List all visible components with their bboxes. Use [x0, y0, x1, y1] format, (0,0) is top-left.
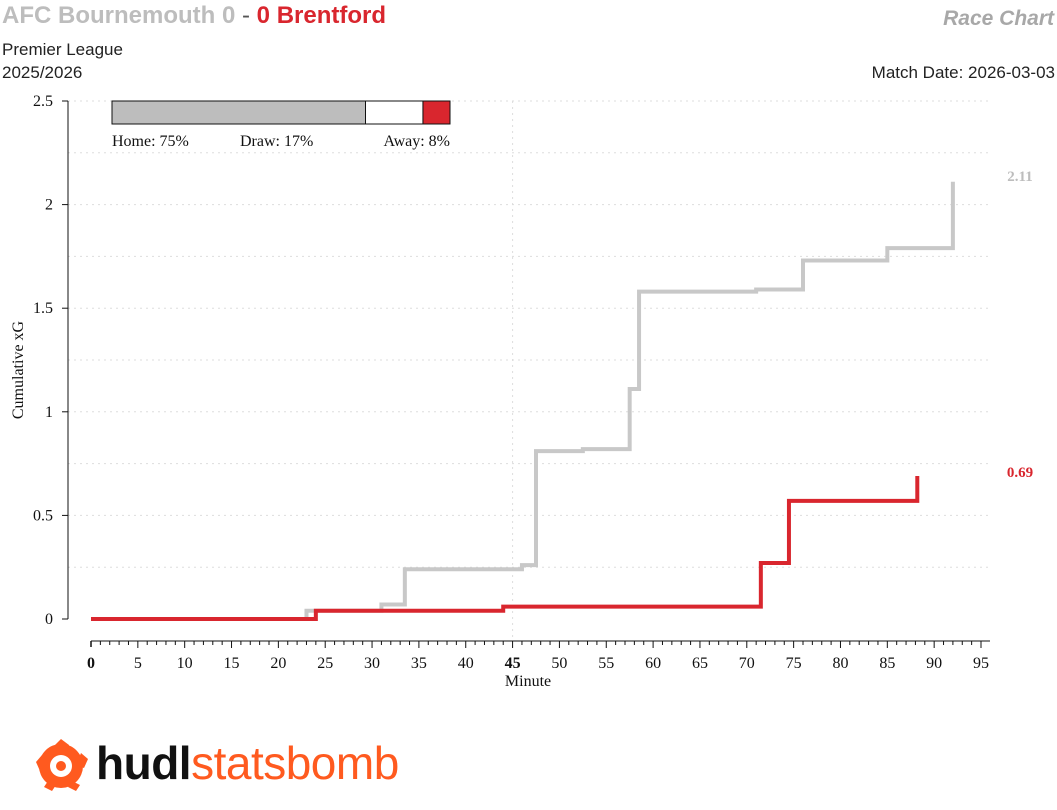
match-title: AFC Bournemouth 0 - 0 Brentford: [2, 2, 386, 30]
x-tick-label: 45: [505, 655, 521, 672]
x-tick-label: 15: [224, 655, 240, 672]
x-tick-label: 0: [87, 655, 95, 672]
prob-home-segment: [111, 100, 366, 125]
prob-draw-label: Draw: 17%: [240, 133, 313, 150]
x-tick-label: 65: [692, 655, 708, 672]
x-tick-label: 50: [551, 655, 567, 672]
home-end-label: 2.11: [1007, 169, 1032, 185]
competition: Premier League: [2, 40, 123, 59]
series-lines: [91, 181, 955, 621]
y-tick-label: 0: [45, 611, 53, 628]
x-tick-label: 60: [645, 655, 661, 672]
score-separator: -: [242, 2, 250, 29]
x-tick-label: 30: [364, 655, 380, 672]
win-probability-bar: Home: 75% Draw: 17% Away: 8%: [111, 100, 451, 150]
away-xg-step-line: [91, 476, 920, 621]
logo-statsbomb-text: statsbomb: [191, 737, 399, 789]
hudl-statsbomb-logo: hudlstatsbomb: [36, 733, 399, 793]
prob-draw-segment: [365, 100, 424, 125]
y-axis-label: Cumulative xG: [10, 320, 27, 419]
x-tick-label: 10: [177, 655, 193, 672]
x-tick-label: 95: [973, 655, 989, 672]
season: 2025/2026: [2, 63, 83, 82]
x-axis-label: Minute: [505, 673, 551, 690]
grid: [68, 100, 990, 641]
x-tick-label: 80: [832, 655, 848, 672]
home-xg-step-line: [91, 181, 955, 621]
x-tick-label: 35: [411, 655, 427, 672]
logo-hudl-text: hudl: [96, 737, 192, 789]
x-tick-label: 25: [317, 655, 333, 672]
prob-away-segment: [422, 100, 451, 125]
y-tick-label: 2: [45, 197, 53, 214]
x-tick-label: 70: [739, 655, 755, 672]
x-tick-label: 40: [458, 655, 474, 672]
away-team-score: 0 Brentford: [256, 2, 387, 29]
y-tick-label: 2.5: [33, 93, 53, 110]
x-tick-label: 85: [879, 655, 895, 672]
x-tick-label: 5: [134, 655, 142, 672]
away-end-label: 0.69: [1007, 465, 1033, 481]
x-tick-label: 20: [270, 655, 286, 672]
prob-away-label: Away: 8%: [383, 133, 450, 150]
x-tick-label: 55: [598, 655, 614, 672]
axes: 0 0.5 1 1.5 2 2.5 0 5 10 15 20 25 30 35 40 45 50 55 60 65 70…: [33, 93, 990, 672]
y-tick-label: 0.5: [33, 507, 53, 524]
home-team-score: AFC Bournemouth 0: [2, 2, 236, 29]
y-tick-label: 1: [45, 404, 53, 421]
x-tick-label: 90: [926, 655, 942, 672]
x-tick-label: 75: [786, 655, 802, 672]
chart-name: Race Chart: [943, 7, 1054, 30]
match-date: Match Date: 2026-03-03: [871, 63, 1055, 82]
statsbomb-icon: [36, 739, 88, 791]
y-tick-label: 1.5: [33, 300, 53, 317]
prob-home-label: Home: 75%: [112, 133, 189, 150]
